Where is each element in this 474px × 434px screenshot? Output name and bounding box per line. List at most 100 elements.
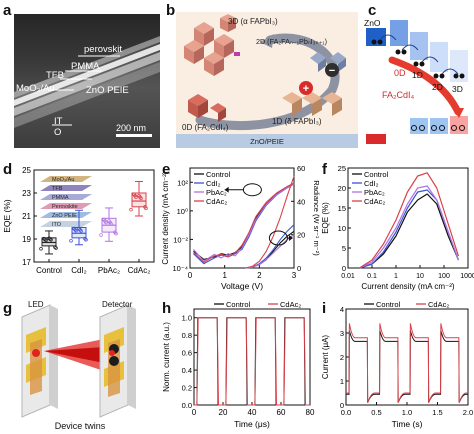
current-trace-control bbox=[346, 330, 468, 403]
vb-0d bbox=[366, 134, 386, 144]
y-right-tick-label: 0 bbox=[297, 264, 301, 273]
eqe-line-2 bbox=[359, 185, 460, 269]
energy-label-0d: 0D bbox=[394, 68, 406, 78]
y-tick-label: 1 bbox=[340, 377, 344, 386]
y-axis-label: Norm. current (a.u.) bbox=[162, 322, 171, 392]
y-tick-label: 21 bbox=[22, 212, 31, 221]
legend-label: Control bbox=[226, 300, 251, 309]
x-tick-label: 1.0 bbox=[402, 408, 412, 417]
y-tick-label: 10 bbox=[338, 224, 346, 233]
x-tick-label: CdAc₂ bbox=[128, 266, 151, 275]
energy-label-1d: 1D bbox=[412, 70, 423, 80]
legend-label: PbAc₂ bbox=[364, 188, 385, 197]
positive-charge-icon: + bbox=[303, 83, 309, 95]
box-point bbox=[47, 236, 51, 240]
box-point bbox=[99, 233, 103, 237]
y-tick-label: 5 bbox=[342, 244, 346, 253]
device-layer-label: PMMA bbox=[52, 195, 69, 201]
y-axis-label: Current density (mA cm⁻²) bbox=[161, 171, 170, 264]
x-tick-label: 1 bbox=[394, 273, 398, 280]
tem-label-ito-1: IT bbox=[54, 116, 63, 127]
y-tick-label: 4 bbox=[340, 305, 344, 314]
device-layer-label: ZnO PEIE bbox=[52, 213, 77, 219]
y-tick-label: 0.2 bbox=[182, 384, 192, 393]
y-tick-label: 2 bbox=[340, 353, 344, 362]
x-tick-label: 2 bbox=[257, 271, 262, 280]
tem-label-moo3au: MoO₃/Au bbox=[16, 83, 55, 94]
radiance-line-2 bbox=[245, 234, 295, 269]
y-tick-label: 25 bbox=[338, 164, 346, 173]
device-layer bbox=[40, 221, 92, 227]
y-right-tick-label: 60 bbox=[297, 164, 305, 173]
energy-label-3d: 3D bbox=[452, 84, 463, 94]
y-right-tick-label: 40 bbox=[297, 197, 305, 206]
x-tick-label: 40 bbox=[248, 408, 257, 417]
device-layer bbox=[40, 176, 92, 182]
radiance-line-3 bbox=[245, 176, 295, 269]
energy-label-zno: ZnO bbox=[364, 18, 381, 28]
pulse-line-cdac2 bbox=[194, 317, 310, 406]
plot-frame bbox=[189, 167, 295, 269]
box-point bbox=[72, 226, 76, 231]
panel-f-label: f bbox=[322, 161, 327, 178]
panel-i-label: i bbox=[322, 300, 327, 317]
current-trace-cdac2 bbox=[346, 323, 468, 403]
negative-charge-icon: − bbox=[329, 65, 335, 77]
arrow-right-head bbox=[289, 235, 293, 241]
cb-2d bbox=[430, 42, 448, 72]
x-tick-label: 0 bbox=[192, 408, 197, 417]
eqe-boxplot: 17 19 21 23 25 EQE (%) MoO₃/Au TFB PMMA Perovskit… bbox=[2, 166, 155, 275]
plot-frame bbox=[347, 167, 469, 269]
y-tick-label: 0.8 bbox=[182, 331, 192, 340]
x-tick-label: 60 bbox=[277, 408, 286, 417]
panel-a: a perovskit PMMA TFB MoO₃/Au ZnO PEIE IT… bbox=[0, 0, 160, 150]
device-layer-label: MoO₃/Au bbox=[52, 177, 74, 183]
device-label-detector: Detector bbox=[102, 300, 133, 309]
y-axis-label: Current (μA) bbox=[321, 335, 330, 380]
y-tick-label: 0.4 bbox=[182, 366, 192, 375]
radiance-line-1 bbox=[245, 224, 295, 269]
y-tick-label: 10² bbox=[177, 178, 188, 187]
legend-label: Control bbox=[376, 300, 401, 309]
x-axis-label: Voltage (V) bbox=[221, 281, 263, 291]
y-tick-label: 20 bbox=[338, 184, 346, 193]
norm-current-chart: 0.0 0.2 0.4 0.6 0.8 1.0 0 20 40 60 80 Time (μs) Norm… bbox=[162, 300, 315, 429]
tem-label-ito-2: O bbox=[54, 127, 61, 138]
y-tick-label: 0 bbox=[340, 401, 344, 410]
y-tick-label: 23 bbox=[22, 189, 31, 198]
energy-label-2d: 2D bbox=[432, 82, 443, 92]
tem-label-tfb: TFB bbox=[46, 70, 64, 81]
device-label-twins: Device twins bbox=[55, 421, 106, 431]
chains-1d-icon bbox=[282, 92, 342, 116]
panel-g-label: g bbox=[3, 300, 13, 317]
current-group-marker bbox=[242, 183, 262, 197]
current-chart: 0 1 2 3 4 0.0 0.5 1.0 1.5 2.0 Time (s) Current (μA)… bbox=[321, 300, 473, 429]
legend-label: CdAc₂ bbox=[280, 300, 301, 309]
device-layer-label: ITO bbox=[52, 222, 62, 228]
layers-2d-icon bbox=[310, 52, 346, 72]
x-tick-label: 0.5 bbox=[371, 408, 381, 417]
box-point bbox=[69, 238, 73, 243]
box-point bbox=[143, 205, 147, 209]
device-layer-label: TFB bbox=[52, 186, 63, 192]
device-layer bbox=[40, 203, 92, 209]
box-point bbox=[113, 230, 117, 234]
legend-label: CdAc₂ bbox=[364, 197, 385, 206]
phase-label-3d: 3D (α FAPbI₃) bbox=[228, 17, 278, 26]
y-tick-label: 25 bbox=[22, 166, 31, 175]
box-point bbox=[129, 207, 133, 212]
y-tick-label: 10⁰ bbox=[177, 207, 188, 216]
arrow-left-head bbox=[224, 186, 229, 193]
legend-label: Control bbox=[364, 170, 389, 179]
panel-d: d 17 19 21 23 25 EQE (%) MoO₃/Au TFB PMMA Perovsk… bbox=[0, 150, 160, 295]
phase-label-2d: 2D (FA₂FAₙ₋₁PbₙI₃ₙ₊₁) bbox=[256, 37, 327, 46]
box-point bbox=[132, 192, 136, 197]
y-axis-label: EQE (%) bbox=[321, 202, 330, 234]
panel-e-label: e bbox=[162, 161, 171, 178]
y-tick-label: 1.0 bbox=[182, 314, 192, 323]
y-tick-label: 10⁻⁴ bbox=[172, 264, 188, 273]
panel-e: e 10⁻⁴ 10⁻² 10⁰ 10² 0 20 40 60 0 1 2 3 Voltage (V) Cu… bbox=[160, 150, 320, 295]
x-tick-label: 20 bbox=[219, 408, 228, 417]
x-tick-label: Control bbox=[36, 266, 62, 275]
energy-label-fa2cdi4: FA₂CdI₄ bbox=[382, 90, 415, 100]
